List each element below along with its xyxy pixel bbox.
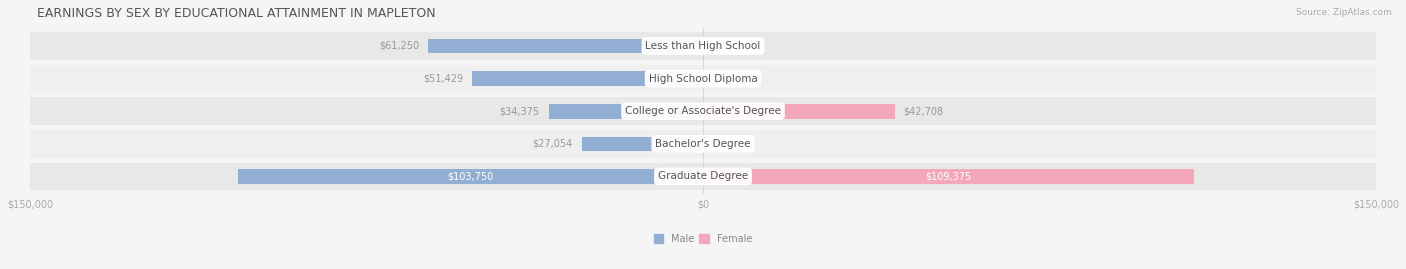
- Text: Less than High School: Less than High School: [645, 41, 761, 51]
- Bar: [582, 137, 703, 151]
- Text: $51,429: $51,429: [423, 74, 464, 84]
- Text: $34,375: $34,375: [499, 106, 540, 116]
- Bar: [30, 65, 1376, 93]
- Bar: [238, 169, 703, 184]
- Bar: [30, 130, 1376, 158]
- Text: Graduate Degree: Graduate Degree: [658, 171, 748, 182]
- Text: $42,708: $42,708: [904, 106, 943, 116]
- Text: $0: $0: [711, 74, 724, 84]
- Bar: [472, 71, 703, 86]
- Bar: [30, 32, 1376, 60]
- Bar: [703, 104, 894, 119]
- Text: EARNINGS BY SEX BY EDUCATIONAL ATTAINMENT IN MAPLETON: EARNINGS BY SEX BY EDUCATIONAL ATTAINMEN…: [37, 7, 436, 20]
- Text: $109,375: $109,375: [925, 171, 972, 182]
- Text: $0: $0: [711, 139, 724, 149]
- Text: $103,750: $103,750: [447, 171, 494, 182]
- Bar: [548, 104, 703, 119]
- Bar: [30, 97, 1376, 125]
- Text: $27,054: $27,054: [533, 139, 572, 149]
- Text: College or Associate's Degree: College or Associate's Degree: [626, 106, 780, 116]
- Legend: Male, Female: Male, Female: [650, 230, 756, 248]
- Text: High School Diploma: High School Diploma: [648, 74, 758, 84]
- Text: $0: $0: [711, 41, 724, 51]
- Bar: [429, 39, 703, 53]
- Text: Source: ZipAtlas.com: Source: ZipAtlas.com: [1296, 8, 1392, 17]
- Bar: [30, 163, 1376, 190]
- Text: $61,250: $61,250: [380, 41, 419, 51]
- Text: Bachelor's Degree: Bachelor's Degree: [655, 139, 751, 149]
- Bar: [703, 169, 1194, 184]
